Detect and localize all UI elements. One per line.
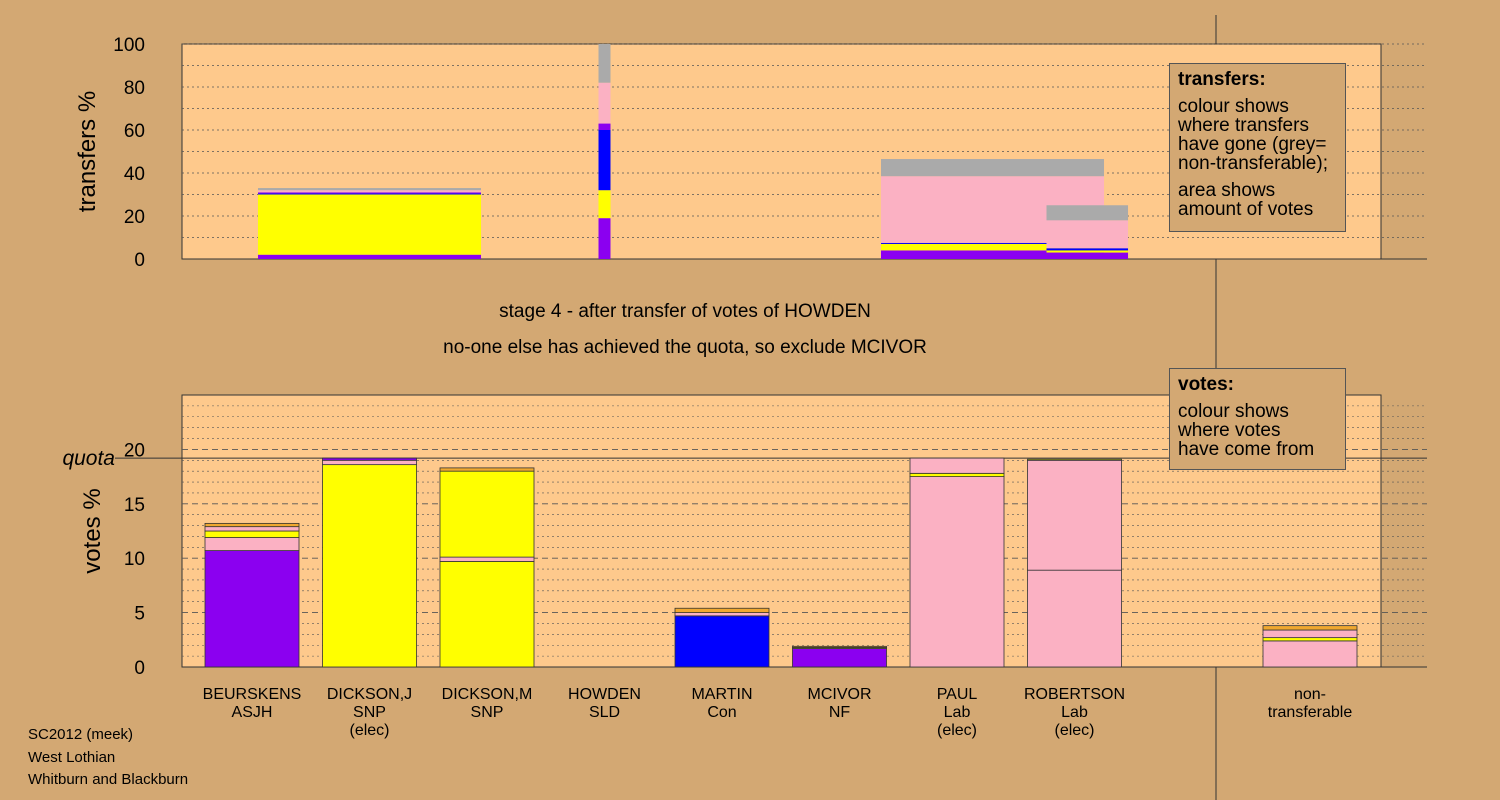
vote-bar-segment [204,537,300,551]
vote-bar-segment [439,561,535,668]
candidate-label: BEURSKENS ASJH [202,686,302,721]
transfer-bar-segment [881,250,1105,259]
candidate-label: PAUL Lab (elec) [936,686,978,739]
transfer-bar-segment [598,190,611,219]
vote-bar-segment [1027,459,1122,571]
transfers-y-tick-label: 80 [124,78,145,99]
vote-bar-segment [674,612,770,617]
transfer-bar-segment [257,194,482,255]
non-transferable-label: non-transferable [1267,686,1353,721]
transfers-y-tick-label: 60 [124,121,145,142]
non-transferable-bar-segment [1262,629,1358,639]
vote-bar-segment [674,615,770,668]
transfers-y-tick-label: 100 [113,35,145,56]
vote-bar-segment [909,472,1005,477]
transfers-y-tick-label: 0 [134,250,145,271]
vote-bar-segment [1027,458,1122,461]
vote-bar-segment [792,645,887,648]
transfers-y-tick-label: 40 [124,164,145,185]
vote-bar-segment [792,648,887,668]
transfer-bar-segment [881,159,1105,177]
candidate-label: HOWDEN SLD [568,686,641,721]
votes-legend-line2: where votes [1178,420,1281,441]
non-transferable-bar-segment [1262,640,1358,668]
votes-legend-title: votes: [1178,374,1234,395]
non-transferable-bar-segment [1262,625,1358,631]
candidate-label: DICKSON,M SNP [441,686,533,721]
vote-bar-segment [909,457,1005,474]
transfer-bar-segment [257,192,482,194]
votes-y-tick-label: 0 [134,658,145,679]
transfers-legend-line3: have gone (grey= [1178,134,1327,155]
transfer-bar-segment [257,193,482,195]
transfer-bar-segment [598,130,611,191]
candidate-label: DICKSON,J SNP (elec) [326,686,413,739]
transfers-legend-line4: non-transferable); [1178,153,1328,174]
vote-bar-segment [1027,569,1122,668]
vote-bar-segment [439,470,535,558]
candidate-label: MARTIN Con [691,686,753,721]
vote-bar-segment [909,476,1005,668]
transfer-bar-segment [1046,250,1129,253]
vote-bar-segment [204,530,300,538]
quota-label: quota [62,447,115,470]
non-transferable-bar-segment [1262,637,1358,642]
stage-text: stage 4 - after transfer of votes of HOW… [499,301,871,322]
vote-bar-segment [204,522,300,528]
action-text: no-one else has achieved the quota, so e… [443,337,927,358]
transfer-bar-segment [1046,252,1129,259]
footer-line3: Whitburn and Blackburn [28,771,189,788]
votes-legend: votes: colour shows where votes have com… [1169,368,1346,470]
transfers-legend-line2: where transfers [1178,115,1309,136]
footer-line1: SC2012 (meek) [28,726,134,743]
votes-y-axis-label: votes % [79,488,106,573]
vote-bar-segment [322,457,417,461]
transfers-legend: transfers: colour shows where transfers … [1169,63,1346,232]
transfer-bar-segment [881,242,1105,244]
vote-bar-segment [204,550,300,668]
candidate-label: MCIVOR NF [807,686,872,721]
vote-bar-segment [674,607,770,613]
transfers-legend-line5: area shows [1178,180,1276,201]
transfers-legend-title: transfers: [1178,69,1266,90]
transfers-legend-line6: amount of votes [1178,199,1314,220]
transfer-bar-segment [1046,205,1129,221]
transfer-bar-segment [598,218,611,259]
vote-bar-segment [439,467,535,472]
votes-y-tick-label: 15 [124,495,145,516]
transfer-bar-segment [598,123,611,130]
transfer-bar-segment [257,254,482,259]
votes-y-tick-label: 20 [124,440,145,461]
votes-y-tick-label: 5 [134,604,145,625]
transfer-bar-segment [257,188,482,191]
footer-line2: West Lothian [28,749,116,766]
transfer-bar-segment [881,243,1105,251]
votes-legend-line1: colour shows [1178,401,1289,422]
transfer-bar-segment [1046,248,1129,251]
transfers-y-tick-label: 20 [124,207,145,228]
candidate-label: ROBERTSON Lab (elec) [1023,686,1126,739]
transfer-bar-segment [598,44,611,83]
transfer-bar-segment [598,82,611,124]
vote-bar-segment [322,459,417,466]
transfers-legend-line1: colour shows [1178,96,1289,117]
vote-bar-segment [204,526,300,532]
vote-bar-segment [322,464,417,668]
vote-bar-segment [439,556,535,562]
transfer-bar-segment [1046,220,1129,249]
transfers-y-axis-label: transfers % [74,91,101,212]
votes-y-tick-label: 10 [124,549,145,570]
votes-legend-line3: have come from [1178,439,1315,460]
transfer-bar-segment [257,190,482,193]
